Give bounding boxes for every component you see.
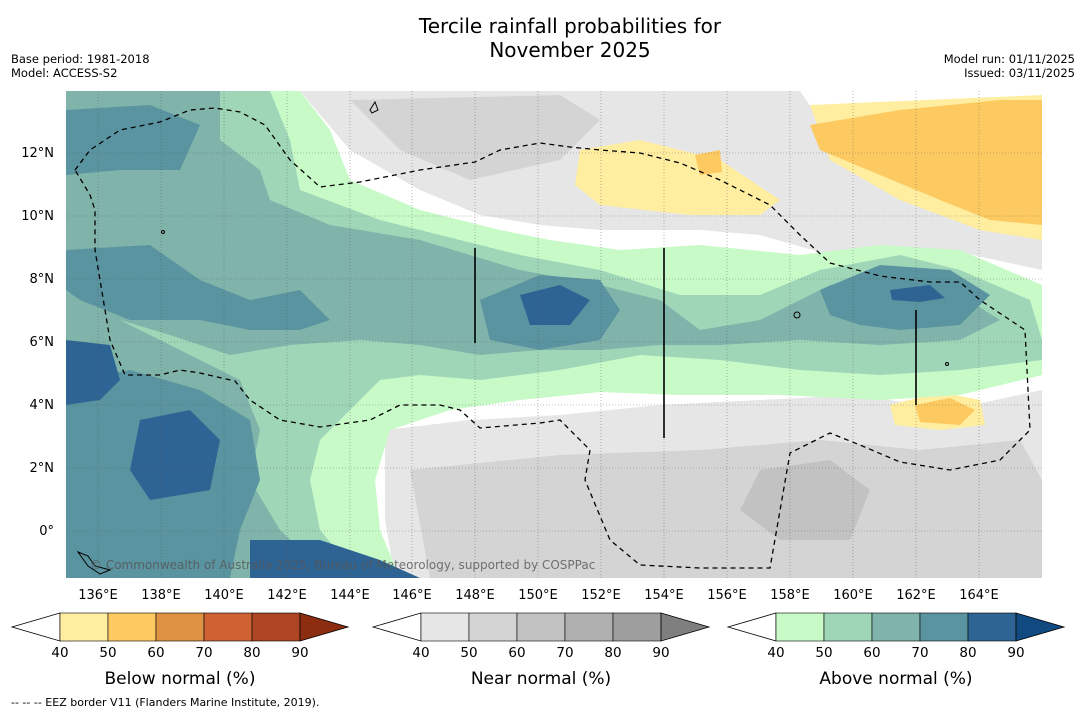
lon-label: 158°E	[770, 588, 810, 603]
lon-label: 154°E	[644, 588, 684, 603]
title-line-2: November 2025	[489, 38, 651, 62]
near-colorbar-tick-label: 80	[604, 645, 622, 661]
lat-label: 6°N	[29, 335, 55, 350]
below-normal-region-northeast-strong	[810, 100, 1042, 225]
lon-label: 138°E	[141, 588, 181, 603]
map-plot-area	[66, 91, 1042, 578]
near-colorbar-tick-label: 50	[460, 645, 478, 661]
lon-label: 146°E	[392, 588, 432, 603]
lon-label: 162°E	[896, 588, 936, 603]
near-colorbar-tick-label: 90	[652, 645, 670, 661]
above-colorbar-tick-label: 40	[767, 645, 785, 661]
above-colorbar-tick-label: 50	[815, 645, 833, 661]
above-normal-region-80c	[520, 285, 590, 325]
near-normal-region-south-darker	[740, 460, 870, 540]
below-colorbar-tick-label: 40	[51, 645, 69, 661]
map-title: Tercile rainfall probabilities for Novem…	[0, 14, 1085, 62]
above-normal-region-80b	[130, 410, 220, 500]
lon-label: 148°E	[455, 588, 495, 603]
near-colorbar-tick-label: 70	[556, 645, 574, 661]
lat-label: 10°N	[21, 209, 54, 224]
above-colorbar-tick-label: 70	[911, 645, 929, 661]
eez-border	[74, 107, 1031, 569]
metadata-left: Base period: 1981-2018 Model: ACCESS-S2	[11, 52, 150, 80]
above-normal-region-70	[66, 105, 200, 175]
lat-label: 4°N	[29, 398, 55, 413]
lon-label: 150°E	[518, 588, 558, 603]
lat-label: 8°N	[29, 272, 55, 287]
lon-label: 156°E	[707, 588, 747, 603]
title-line-1: Tercile rainfall probabilities for	[418, 14, 722, 38]
near-colorbar-tick-label: 40	[412, 645, 430, 661]
base-period: Base period: 1981-2018	[11, 52, 150, 66]
above-normal-region-80d	[890, 285, 945, 302]
lon-label: 164°E	[959, 588, 999, 603]
issued-date: Issued: 03/11/2025	[964, 66, 1075, 80]
below-colorbar-tick-label: 60	[147, 645, 165, 661]
below-colorbar-tick-label: 50	[99, 645, 117, 661]
above-colorbar-tick-label: 80	[959, 645, 977, 661]
above-normal-region-70b	[66, 245, 330, 330]
near-normal-title: Near normal (%)	[470, 669, 612, 689]
lat-label: 0°	[39, 524, 54, 539]
above-normal-region-80e	[250, 540, 420, 578]
latitude-grid	[66, 152, 1042, 532]
lon-label: 136°E	[78, 588, 118, 603]
lon-label: 160°E	[833, 588, 873, 603]
lon-label: 144°E	[330, 588, 370, 603]
lon-label: 152°E	[581, 588, 621, 603]
below-colorbar-tick-label: 90	[291, 645, 309, 661]
above-colorbar-tick-label: 90	[1007, 645, 1025, 661]
above-normal-title: Above normal (%)	[819, 669, 973, 689]
above-colorbar-tick-label: 60	[863, 645, 881, 661]
below-colorbar-tick-label: 70	[195, 645, 213, 661]
below-normal-patch	[695, 150, 722, 175]
copyright-notice: © Commonwealth of Australia 2025, Bureau…	[90, 558, 596, 572]
boundary-lines	[474, 248, 917, 438]
below-normal-title: Below normal (%)	[104, 669, 256, 689]
near-normal-region-north-dark	[350, 95, 600, 180]
lat-label: 12°N	[21, 146, 54, 161]
near-colorbar-tick-label: 60	[508, 645, 526, 661]
model-name: Model: ACCESS-S2	[11, 66, 118, 80]
model-run: Model run: 01/11/2025	[943, 52, 1075, 66]
near-normal-region-south-dark	[410, 440, 1042, 578]
lat-label: 2°N	[29, 461, 55, 476]
below-normal-region-north	[575, 140, 780, 215]
eez-footnote: -- -- -- EEZ border V11 (Flanders Marine…	[11, 696, 320, 709]
above-normal-region-80	[66, 340, 120, 405]
metadata-right: Model run: 01/11/2025 Issued: 03/11/2025	[944, 52, 1075, 80]
below-colorbar-tick-label: 80	[243, 645, 261, 661]
lon-label: 140°E	[204, 588, 244, 603]
islands	[76, 100, 949, 575]
lon-label: 142°E	[267, 588, 307, 603]
